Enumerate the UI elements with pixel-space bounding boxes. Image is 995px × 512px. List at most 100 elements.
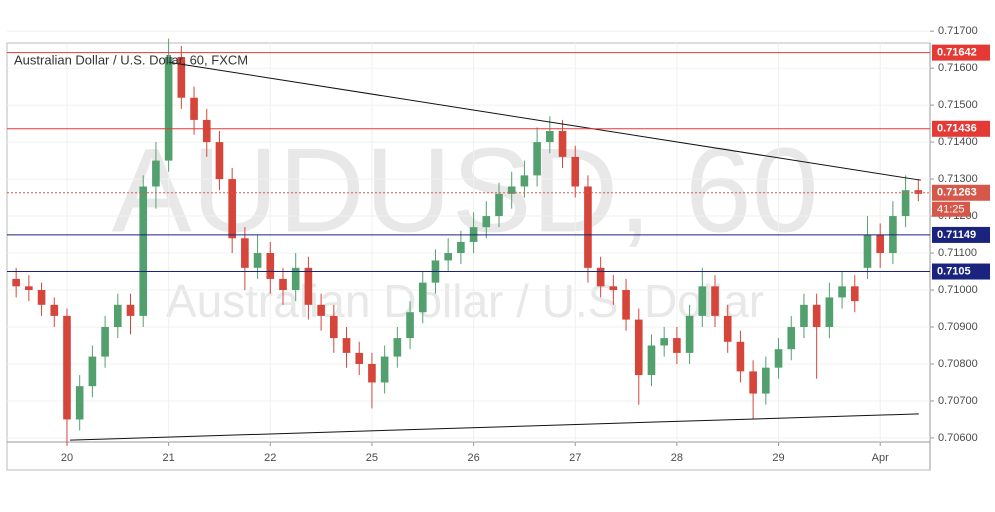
candle-body <box>279 278 287 291</box>
candle-body <box>164 57 173 161</box>
candle-body <box>495 193 503 217</box>
candle-body <box>139 186 148 316</box>
candle-body <box>774 349 783 368</box>
candle-body <box>457 241 465 254</box>
candle-body <box>202 119 211 143</box>
candle-body <box>177 57 186 98</box>
watermark-sub: Australian Dollar / U.S. Dollar <box>166 275 764 327</box>
y-tick-label: 0.71400 <box>938 136 978 148</box>
candle-body <box>152 160 160 187</box>
candle-body <box>546 131 554 143</box>
candle-body <box>50 304 59 316</box>
candle-body <box>406 312 414 339</box>
countdown-bg <box>932 201 970 217</box>
x-tick-label: 21 <box>163 452 175 464</box>
level-label: 0.71436 <box>937 123 977 135</box>
candle-body <box>37 290 46 305</box>
candle-body <box>558 131 567 157</box>
x-tick-label: 26 <box>467 452 479 464</box>
candle-body <box>647 345 656 376</box>
y-tick-label: 0.71000 <box>938 284 978 296</box>
candle-body <box>418 282 427 313</box>
candle-body <box>787 326 796 350</box>
x-tick-label: 28 <box>671 452 683 464</box>
candle-body <box>622 290 630 320</box>
candle-body <box>838 286 846 298</box>
level-label-bg <box>932 263 990 280</box>
candle-body <box>329 315 338 339</box>
candle-body <box>482 216 491 228</box>
candle-body <box>228 179 236 239</box>
level-label: 0.7105 <box>937 265 971 277</box>
x-tick-label: 29 <box>772 452 784 464</box>
candle-body <box>876 234 885 254</box>
candle-body <box>698 286 707 316</box>
candle-body <box>736 341 745 372</box>
candle-body <box>190 97 198 120</box>
candle-body <box>266 253 275 279</box>
trend-line <box>70 413 919 441</box>
candle-body <box>380 356 389 383</box>
x-tick-label: 20 <box>61 452 73 464</box>
candle-body <box>609 286 618 291</box>
candle-body <box>584 186 592 268</box>
candle-body <box>253 253 262 268</box>
candle-body <box>113 304 122 327</box>
candle-body <box>723 315 732 342</box>
y-tick-label: 0.71100 <box>938 247 977 259</box>
candle-body <box>901 190 910 217</box>
candle-body <box>863 234 872 268</box>
y-tick-label: 0.71700 <box>938 25 978 37</box>
candle-body <box>215 142 224 180</box>
y-tick-label: 0.71500 <box>938 99 978 111</box>
candle-body <box>673 338 681 353</box>
level-label-bg <box>932 120 990 137</box>
candle-body <box>533 142 541 176</box>
level-label: 0.71642 <box>937 47 977 59</box>
candle-body <box>355 352 364 364</box>
candle-body <box>634 319 643 376</box>
candle-body <box>660 338 668 346</box>
candle-body <box>825 297 834 327</box>
x-tick-label: 22 <box>264 452 276 464</box>
candle-body <box>241 238 249 268</box>
candle-body <box>444 253 452 261</box>
trend-line <box>168 61 921 181</box>
y-tick-label: 0.70800 <box>938 358 978 370</box>
candle-body <box>368 363 376 383</box>
level-label-bg <box>932 44 990 61</box>
candle-body <box>685 315 694 353</box>
candle-body <box>762 367 770 394</box>
y-tick-label: 0.70700 <box>938 395 978 407</box>
candle-body <box>800 304 808 327</box>
candle-body <box>342 338 351 353</box>
y-tick-label: 0.70900 <box>938 321 978 333</box>
candle-body <box>291 267 300 291</box>
candle-body <box>571 156 580 187</box>
x-tick-label: 25 <box>366 452 378 464</box>
candle-body <box>520 175 529 187</box>
candle-body <box>749 371 757 394</box>
chart-title: Australian Dollar / U.S. Dollar, 60, FXC… <box>14 52 248 67</box>
candle-body <box>914 190 923 194</box>
level-label: 0.71149 <box>937 229 976 241</box>
current-price-label: 0.71263 <box>937 187 977 199</box>
candle-body <box>25 286 33 291</box>
frame <box>6 42 931 471</box>
y-tick-label: 0.71300 <box>938 173 978 185</box>
x-tick-label: 27 <box>569 452 581 464</box>
candle-body <box>63 315 71 420</box>
candle-body <box>75 386 84 420</box>
candle-body <box>126 304 135 316</box>
candle-body <box>304 267 313 305</box>
level-label-bg <box>932 226 990 243</box>
candle-body <box>596 267 605 287</box>
candle-body <box>393 338 402 357</box>
candle-body <box>88 356 97 387</box>
y-tick-label: 0.70600 <box>938 432 978 444</box>
current-price-label-bg <box>932 184 990 201</box>
y-tick-label: 0.71600 <box>938 62 978 74</box>
candle-body <box>850 286 859 302</box>
candle-body <box>507 186 516 194</box>
